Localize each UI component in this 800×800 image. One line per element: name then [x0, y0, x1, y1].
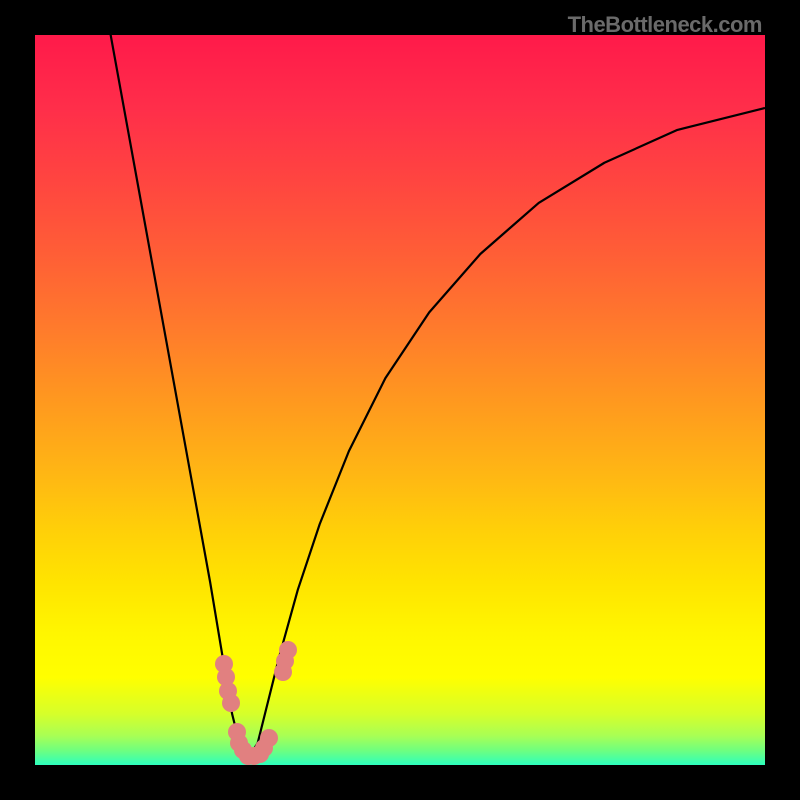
curve-marker: [279, 641, 297, 659]
curve-marker: [222, 694, 240, 712]
curve-marker: [260, 729, 278, 747]
plot-area: [35, 35, 765, 765]
watermark-text: TheBottleneck.com: [568, 12, 762, 38]
chart-container: TheBottleneck.com: [0, 0, 800, 800]
